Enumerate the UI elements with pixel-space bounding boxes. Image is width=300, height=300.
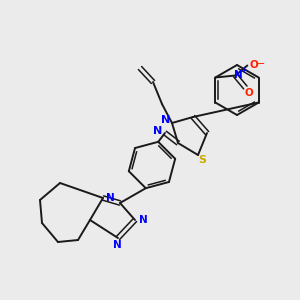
Text: +: + bbox=[240, 66, 247, 75]
Text: O: O bbox=[250, 59, 259, 70]
Text: N: N bbox=[106, 193, 114, 203]
Text: N: N bbox=[112, 240, 122, 250]
Text: N: N bbox=[153, 126, 163, 136]
Text: N: N bbox=[161, 115, 171, 125]
Text: O: O bbox=[245, 88, 254, 98]
Text: N: N bbox=[234, 70, 243, 80]
Text: −: − bbox=[256, 58, 265, 68]
Text: S: S bbox=[198, 155, 206, 165]
Text: N: N bbox=[139, 215, 147, 225]
